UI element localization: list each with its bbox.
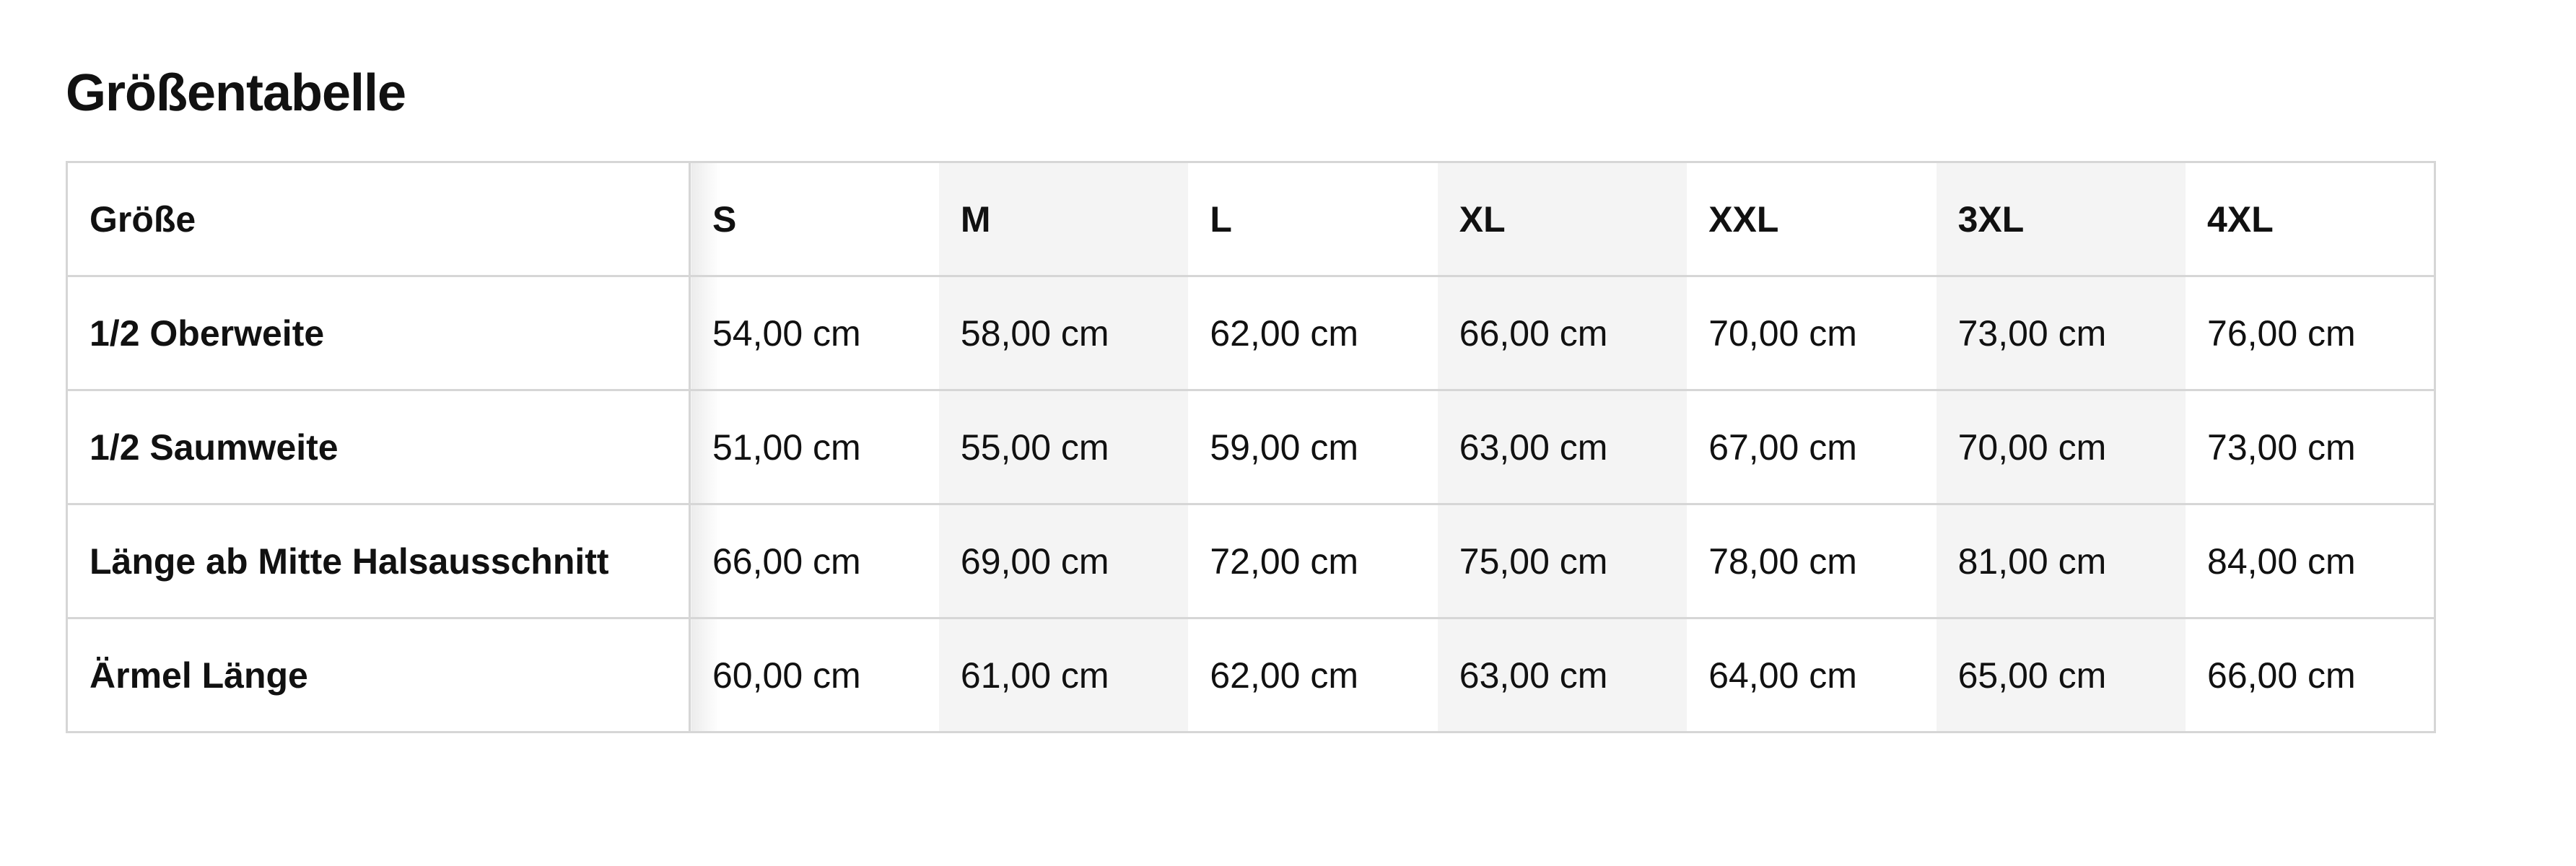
table-cell: 66,00 cm	[1437, 275, 1688, 391]
size-header-xxl: XXL	[1687, 161, 1937, 277]
table-cell: 73,00 cm	[1936, 275, 2186, 391]
size-header-m: M	[938, 161, 1189, 277]
table-cell: 66,00 cm	[2186, 617, 2435, 733]
header-label: Größe	[66, 161, 691, 277]
table-cell: 72,00 cm	[1188, 503, 1438, 619]
table-row: 1/2 Saumweite 51,00 cm 55,00 cm 59,00 cm 63,…	[66, 389, 2435, 505]
table-cell: 61,00 cm	[938, 617, 1189, 733]
table-cell: 54,00 cm	[689, 275, 939, 391]
table-cell: 76,00 cm	[2186, 275, 2435, 391]
table-cell: 69,00 cm	[938, 503, 1189, 619]
row-label: Ärmel Länge	[66, 617, 691, 733]
table-cell: 70,00 cm	[1936, 389, 2186, 505]
table-cell: 59,00 cm	[1188, 389, 1438, 505]
size-header-xl: XL	[1437, 161, 1688, 277]
row-label: Länge ab Mitte Halsausschnitt	[66, 503, 691, 619]
page-title: Größentabelle	[66, 64, 406, 122]
table-cell: 55,00 cm	[938, 389, 1189, 505]
table-cell: 51,00 cm	[689, 389, 939, 505]
table-row: Ärmel Länge 60,00 cm 61,00 cm 62,00 cm 63,00…	[66, 617, 2435, 733]
size-header-s: S	[689, 161, 939, 277]
table-cell: 84,00 cm	[2186, 503, 2435, 619]
table-cell: 67,00 cm	[1687, 389, 1937, 505]
table-cell: 63,00 cm	[1437, 617, 1688, 733]
table-row: Länge ab Mitte Halsausschnitt 66,00 cm 69,…	[66, 503, 2435, 619]
table-cell: 66,00 cm	[689, 503, 939, 619]
table-cell: 78,00 cm	[1687, 503, 1937, 619]
size-header-4xl: 4XL	[2186, 161, 2435, 277]
row-label: 1/2 Oberweite	[66, 275, 691, 391]
size-header-3xl: 3XL	[1936, 161, 2186, 277]
row-label: 1/2 Saumweite	[66, 389, 691, 505]
table-cell: 62,00 cm	[1188, 617, 1438, 733]
table-cell: 70,00 cm	[1687, 275, 1937, 391]
table-cell: 64,00 cm	[1687, 617, 1937, 733]
table-cell: 63,00 cm	[1437, 389, 1688, 505]
table-cell: 62,00 cm	[1188, 275, 1438, 391]
table-cell: 58,00 cm	[938, 275, 1189, 391]
table-cell: 60,00 cm	[689, 617, 939, 733]
header-row: Größe S M L XL XXL 3XL 4XL	[66, 161, 2435, 277]
table-row: 1/2 Oberweite 54,00 cm 58,00 cm 62,00 cm 66,…	[66, 275, 2435, 391]
table-cell: 73,00 cm	[2186, 389, 2435, 505]
table-cell: 65,00 cm	[1936, 617, 2186, 733]
table-cell: 75,00 cm	[1437, 503, 1688, 619]
table-cell: 81,00 cm	[1936, 503, 2186, 619]
size-chart-table: Größe S M L XL XXL 3XL 4XL 1/2 Oberweite 54,00 cm…	[66, 161, 2436, 733]
size-header-l: L	[1188, 161, 1438, 277]
